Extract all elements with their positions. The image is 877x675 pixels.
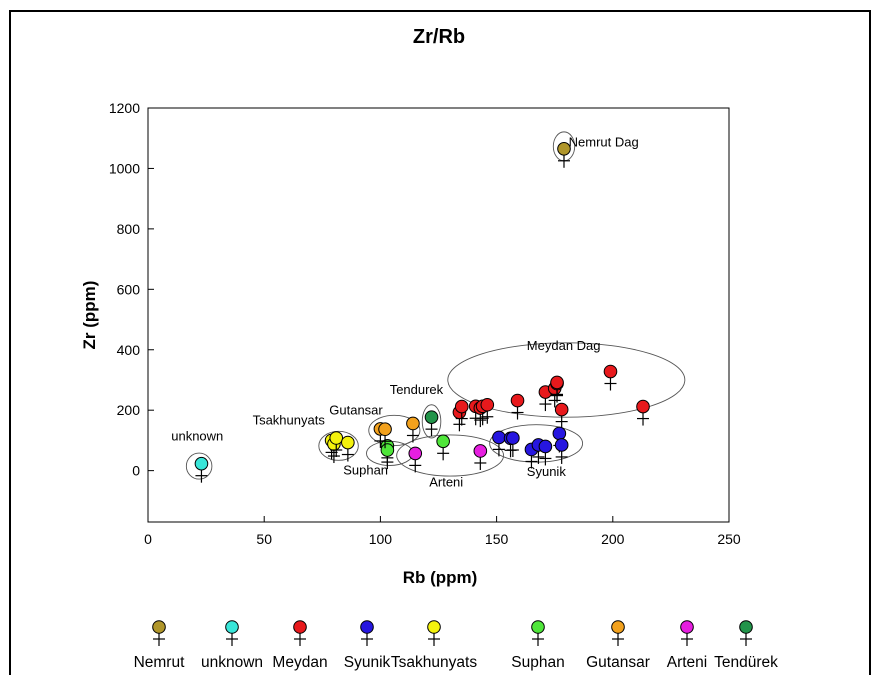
x-tick-label: 200: [601, 531, 625, 547]
group-ellipse: [185, 452, 213, 480]
group-ellipse: [396, 434, 505, 477]
data-point-meydan: [480, 397, 495, 424]
legend-marker-gutansar: [611, 620, 625, 646]
group-label: unknown: [171, 428, 223, 443]
y-tick-label: 800: [117, 221, 141, 237]
data-point-syunik: [554, 438, 569, 464]
legend: Nemrut unknown Meydan Syunik Tsakhunyats Suph…: [134, 620, 778, 671]
group-ellipse: [318, 430, 359, 461]
x-axis-label: Rb (ppm): [403, 568, 478, 587]
legend-label: Meydan: [272, 654, 327, 671]
legend-label: Nemrut: [134, 654, 186, 671]
legend-label: unknown: [201, 654, 263, 671]
legend-marker-arteni: [680, 620, 694, 646]
legend-label: Syunik: [344, 654, 391, 671]
y-tick-label: 1000: [109, 160, 140, 176]
legend-marker-unknown: [225, 620, 239, 646]
legend-marker-nemrut: [152, 620, 166, 646]
x-tick-label: 150: [485, 531, 509, 547]
y-tick-label: 600: [117, 281, 141, 297]
group-label: Syunik: [527, 464, 567, 479]
data-point-meydan: [510, 393, 525, 420]
data-point-meydan: [636, 399, 650, 426]
x-tick-label: 50: [256, 531, 272, 547]
group-label: Arteni: [429, 475, 463, 490]
legend-label: Suphan: [511, 654, 564, 671]
group-label: Tendurek: [390, 382, 444, 397]
data-point-unknown: [194, 456, 209, 483]
data-point-arteni: [473, 444, 488, 470]
data-point-gutansar: [406, 416, 420, 443]
data-points: [194, 141, 650, 483]
axis-ticks: 0 50 100 150 200 250 0 200 400 600 800 1000 1200: [109, 100, 741, 547]
group-label: Tsakhunyats: [253, 413, 326, 428]
group-ellipse: [447, 342, 686, 418]
data-point-meydan: [454, 399, 469, 426]
group-ellipse: [489, 424, 584, 463]
x-tick-label: 0: [144, 531, 152, 547]
x-tick-label: 100: [369, 531, 393, 547]
group-label: Nemrut Dag: [569, 134, 639, 149]
data-point-tend-rek: [424, 410, 439, 437]
y-tick-label: 200: [117, 402, 141, 418]
legend-label: Arteni: [667, 654, 708, 671]
data-point-suphan: [380, 443, 395, 470]
legend-marker-suphan: [531, 620, 545, 646]
legend-label: Tendürek: [714, 654, 778, 671]
group-ellipse: [421, 404, 442, 439]
group-label: Gutansar: [329, 403, 383, 418]
y-tick-label: 0: [132, 463, 140, 479]
data-point-meydan: [554, 402, 569, 429]
y-tick-label: 400: [117, 342, 141, 358]
data-point-suphan: [436, 434, 450, 461]
y-axis-label: Zr (ppm): [80, 281, 99, 350]
data-point-tsakhunyats: [329, 431, 344, 457]
data-point-tsakhunyats: [341, 435, 355, 462]
group-label: Meydan Dag: [527, 338, 601, 353]
legend-marker-tsakhunyats: [427, 620, 441, 646]
group-ellipse: [368, 414, 421, 446]
data-point-meydan: [550, 375, 564, 402]
group-label: Suphan: [343, 462, 388, 477]
legend-marker-syunik: [360, 620, 374, 646]
legend-marker-meydan: [293, 620, 307, 646]
figure-border: [9, 10, 871, 675]
data-point-syunik: [506, 431, 520, 457]
data-point-gutansar: [378, 422, 392, 449]
group-labels: Nemrut Dag Meydan Dag Tendurek GutansarTsak…: [171, 134, 638, 489]
legend-marker-tend-rek: [739, 620, 753, 646]
legend-label: Tsakhunyats: [391, 654, 477, 671]
x-tick-label: 250: [717, 531, 741, 547]
legend-label: Gutansar: [586, 654, 650, 671]
data-point-nemrut: [557, 141, 571, 168]
data-point-arteni: [408, 446, 423, 473]
plot-area: [147, 107, 730, 523]
chart-title: Zr/Rb: [413, 26, 465, 48]
data-point-meydan: [603, 364, 618, 391]
y-tick-label: 1200: [109, 100, 140, 116]
data-point-syunik: [538, 439, 553, 466]
